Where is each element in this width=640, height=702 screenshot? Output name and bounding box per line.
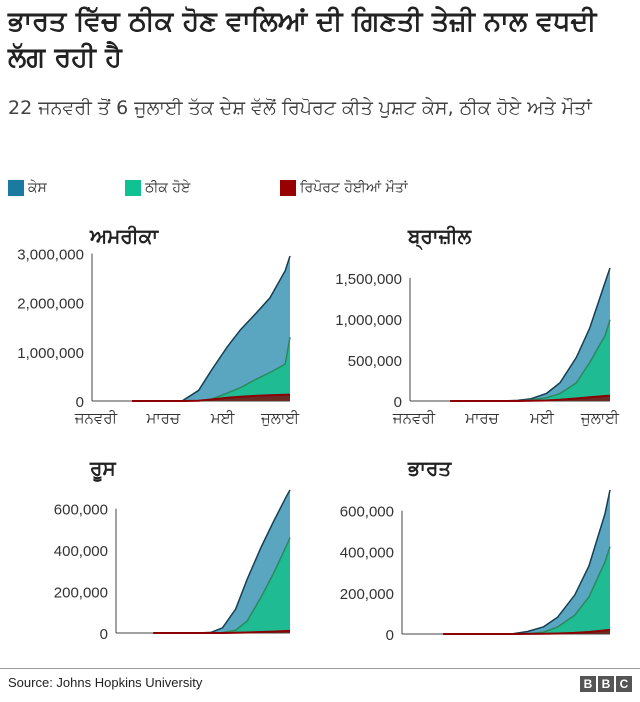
legend-label: ਰਿਪੋਰਟ ਹੋਈਆਂ ਮੌਤਾਂ xyxy=(300,180,408,196)
y-tick-label: 2,000,000 xyxy=(17,296,84,313)
chart-subtitle: 22 ਜਨਵਰੀ ਤੋਂ 6 ਜੁਲਾਈ ਤੱਕ ਦੇਸ਼ ਵੱਲੋਂ ਰਿਪੋ… xyxy=(8,97,592,119)
area-deaths xyxy=(443,629,610,634)
line-deaths xyxy=(132,393,291,402)
legend-swatch-cases xyxy=(8,180,24,196)
panel-title: ਬ੍ਰਾਜ਼ੀਲ xyxy=(407,224,473,251)
area-recovered xyxy=(132,337,290,401)
legend-swatch-recovered xyxy=(125,180,141,196)
y-tick-label: 0 xyxy=(100,626,108,643)
line-deaths xyxy=(443,628,611,635)
legend-item-cases: ਕੇਸ xyxy=(8,180,47,196)
legend-item-recovered: ਠੀਕ ਹੋਏ xyxy=(125,180,190,196)
line-deaths xyxy=(153,629,291,634)
y-tick-label: 200,000 xyxy=(54,585,108,602)
x-tick-label: ਜਨਵਰੀ xyxy=(392,409,436,427)
area-recovered xyxy=(153,537,290,633)
x-tick-label: ਜੁਲਾਈ xyxy=(260,409,300,427)
footer-divider xyxy=(0,668,640,669)
legend-label: ਕੇਸ xyxy=(28,180,47,196)
y-tick-label: 400,000 xyxy=(340,545,394,562)
y-tick-label: 0 xyxy=(394,394,402,411)
y-tick-label: 0 xyxy=(76,394,84,411)
y-tick-label: 200,000 xyxy=(340,586,394,603)
y-tick-label: 600,000 xyxy=(340,504,394,521)
area-recovered xyxy=(450,319,610,401)
y-tick-label: 0 xyxy=(386,627,394,644)
y-tick-label: 600,000 xyxy=(54,502,108,519)
y-tick-label: 500,000 xyxy=(348,353,402,370)
y-tick-label: 1,000,000 xyxy=(17,345,84,362)
chart-title: ਭਾਰਤ ਵਿੱਚ ਠੀਕ ਹੋਣ ਵਾਲਿਆਂ ਦੀ ਗਿਣਤੀ ਤੇਜ਼ੀ … xyxy=(8,6,597,73)
legend: ਕੇਸ ਠੀਕ ਹੋਏ ਰਿਪੋਰਟ ਹੋਈਆਂ ਮੌਤਾਂ xyxy=(8,180,628,200)
area-recovered xyxy=(443,546,610,634)
y-tick-label: 1,500,000 xyxy=(335,271,402,288)
x-tick-label: ਜਨਵਰੀ xyxy=(74,409,118,427)
y-tick-label: 400,000 xyxy=(54,543,108,560)
legend-swatch-deaths xyxy=(280,180,296,196)
bbc-logo-letter: B xyxy=(598,676,614,692)
bbc-logo-letter: B xyxy=(580,676,596,692)
y-tick-label: 1,000,000 xyxy=(335,312,402,329)
line-deaths xyxy=(450,394,611,402)
y-tick-label: 3,000,000 xyxy=(17,247,84,264)
bbc-logo: B B C xyxy=(580,676,632,692)
panel-title: ਰੂਸ xyxy=(89,456,117,483)
legend-label: ਠੀਕ ਹੋਏ xyxy=(145,180,191,196)
x-tick-label: ਜੁਲਾਈ xyxy=(580,409,620,427)
area-cases xyxy=(153,490,290,633)
panel-title: ਭਾਰਤ xyxy=(407,456,452,480)
x-tick-label: ਮਾਰਚ xyxy=(145,409,180,427)
x-tick-label: ਮਈ xyxy=(210,409,236,427)
bbc-logo-letter: C xyxy=(616,676,632,692)
x-tick-label: ਮਈ xyxy=(529,409,555,427)
x-tick-label: ਮਾਰਚ xyxy=(464,409,499,427)
area-cases xyxy=(132,256,290,401)
source-note: Source: Johns Hopkins University xyxy=(8,675,203,690)
panel-title: ਅਮਰੀਕਾ xyxy=(89,224,159,248)
legend-item-deaths: ਰਿਪੋਰਟ ਹੋਈਆਂ ਮੌਤਾਂ xyxy=(280,180,408,196)
